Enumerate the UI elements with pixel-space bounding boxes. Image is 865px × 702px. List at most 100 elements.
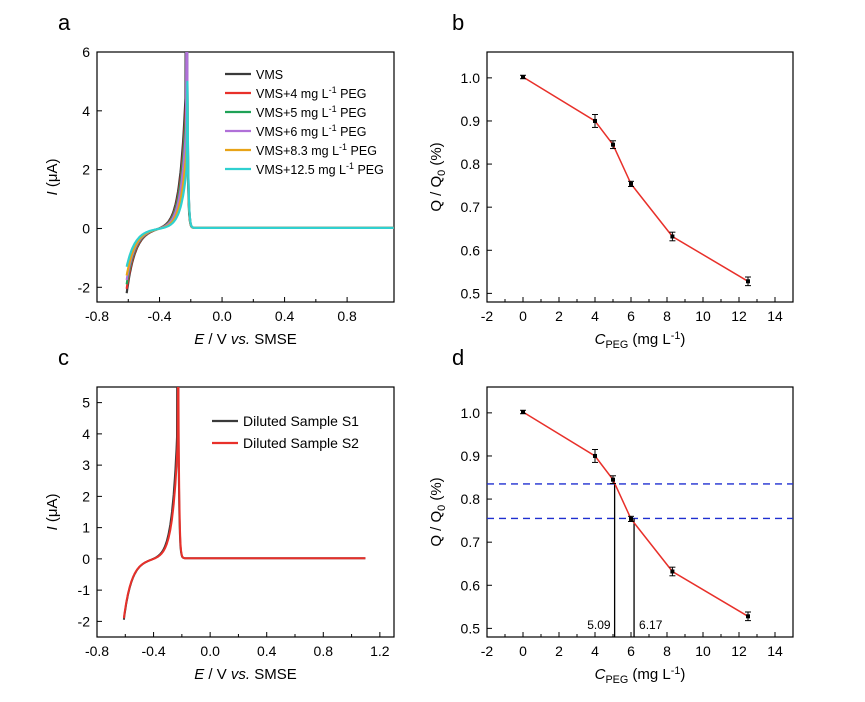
y-axis-label: Q / Q0 (%) [428, 142, 448, 211]
plot-frame [96, 51, 395, 303]
series-line [125, 80, 394, 267]
vline-label: 5.09 [587, 618, 611, 632]
x-tick-label: 12 [731, 308, 747, 324]
panel-a: -0.8 -0.4 0.0 0.4 0.8 -2 0 2 4 6 VMS VMS+4 mg L-1 P… [44, 10, 395, 348]
data-point [593, 118, 597, 123]
y-tick-label: 1 [82, 520, 90, 536]
y-tick-label: 0.6 [461, 242, 481, 258]
x-tick-label: 4 [591, 643, 599, 659]
x-tick-label: 8 [663, 308, 671, 324]
panel-c: -0.8 -0.4 0.0 0.4 0.8 1.2 -2 -1 0 1 2 3 4 5 Diluted Sa… [44, 345, 395, 683]
legend-entry: VMS+4 mg L-1 PEG [256, 85, 367, 101]
legend-entry: VMS+12.5 mg L-1 PEG [256, 161, 384, 177]
legend-entry: VMS+6 mg L-1 PEG [256, 123, 367, 139]
y-axis-label: I (μA) [44, 159, 61, 196]
data-point [746, 614, 750, 619]
y-tick-label: 4 [82, 103, 90, 119]
legend-entry: Diluted Sample S1 [243, 413, 359, 429]
x-tick-label: 14 [767, 643, 783, 659]
y-tick-label: 0.7 [461, 199, 481, 215]
data-point [670, 234, 675, 239]
y-tick-label: 1.0 [461, 405, 481, 421]
series-line [522, 76, 749, 282]
y-tick-label: 0.9 [461, 113, 481, 129]
x-tick-label: 0 [519, 308, 527, 324]
x-tick-label: 0 [519, 643, 527, 659]
y-tick-label: 0 [82, 551, 90, 567]
data-point [611, 477, 615, 482]
panel-letter: d [452, 345, 464, 370]
y-tick-label: 0.7 [461, 534, 481, 550]
y-axis-label: I (μA) [44, 494, 61, 531]
x-tick-label: -0.8 [85, 643, 109, 659]
y-tick-label: -2 [78, 279, 91, 295]
panel-letter: a [58, 10, 71, 35]
data-point [629, 516, 633, 521]
series-line [122, 387, 366, 620]
y-tick-label: 0 [82, 220, 90, 236]
data-point [629, 181, 633, 186]
panel-letter: b [452, 10, 464, 35]
x-axis-label: CPEG (mg L-1) [595, 330, 686, 351]
x-tick-label: 12 [731, 643, 747, 659]
y-tick-label: 5 [82, 395, 90, 411]
x-tick-label: 0.0 [212, 308, 232, 324]
data-point [593, 453, 597, 458]
x-tick-label: 4 [591, 308, 599, 324]
panel-b: -2 0 2 4 6 8 10 12 14 0.5 0.6 0.7 0.8 0.9 1.0 CPEG (mg … [428, 10, 794, 351]
y-tick-label: -1 [78, 582, 91, 598]
data-point [670, 569, 675, 574]
x-tick-label: 0.0 [200, 643, 220, 659]
x-tick-label: -2 [481, 643, 494, 659]
x-axis-label: CPEG (mg L-1) [595, 665, 686, 686]
y-tick-label: 0.8 [461, 156, 481, 172]
x-tick-label: 2 [555, 308, 563, 324]
x-tick-label: 6 [627, 643, 635, 659]
legend-entry: Diluted Sample S2 [243, 435, 359, 451]
y-tick-label: 0.8 [461, 491, 481, 507]
series-line [125, 52, 394, 281]
data-point [521, 75, 525, 79]
x-tick-label: 8 [663, 643, 671, 659]
series-line [522, 411, 749, 617]
x-axis-label: E / V vs. SMSE [194, 666, 297, 683]
x-tick-label: 10 [695, 308, 711, 324]
data-point [746, 279, 750, 284]
x-tick-label: 1.2 [370, 643, 390, 659]
x-tick-label: 0.4 [275, 308, 295, 324]
x-tick-label: 2 [555, 643, 563, 659]
x-tick-label: -0.4 [147, 308, 171, 324]
plot-frame [486, 386, 794, 638]
series-line [125, 52, 394, 285]
curves [125, 52, 394, 294]
data-point [611, 142, 615, 147]
x-tick-label: 0.8 [337, 308, 357, 324]
x-tick-label: 10 [695, 643, 711, 659]
y-tick-label: 0.6 [461, 577, 481, 593]
y-tick-label: 0.9 [461, 448, 481, 464]
panel-letter: c [58, 345, 69, 370]
x-tick-label: 14 [767, 308, 783, 324]
legend-entry: VMS+5 mg L-1 PEG [256, 104, 367, 120]
curves [122, 387, 366, 620]
x-axis-label: E / V vs. SMSE [194, 331, 297, 348]
x-tick-label: 0.4 [257, 643, 277, 659]
y-tick-label: 1.0 [461, 70, 481, 86]
y-tick-label: 6 [82, 44, 90, 60]
y-tick-label: 3 [82, 457, 90, 473]
plot-frame [486, 51, 794, 303]
legend-entry: VMS [256, 68, 283, 82]
x-tick-label: 6 [627, 308, 635, 324]
y-tick-label: 2 [82, 488, 90, 504]
series-line [122, 387, 366, 619]
panel-d: -2 0 2 4 6 8 10 12 14 0.5 0.6 0.7 0.8 0.9 1.0 5.09 6.17 C… [428, 345, 794, 686]
series-line [125, 93, 394, 276]
y-tick-label: 0.5 [461, 620, 481, 636]
y-axis-label: Q / Q0 (%) [428, 477, 448, 546]
x-tick-label: -0.8 [85, 308, 109, 324]
data-point [521, 410, 525, 414]
legend-entry: VMS+8.3 mg L-1 PEG [256, 142, 377, 158]
x-tick-label: -2 [481, 308, 494, 324]
x-tick-label: -0.4 [142, 643, 166, 659]
